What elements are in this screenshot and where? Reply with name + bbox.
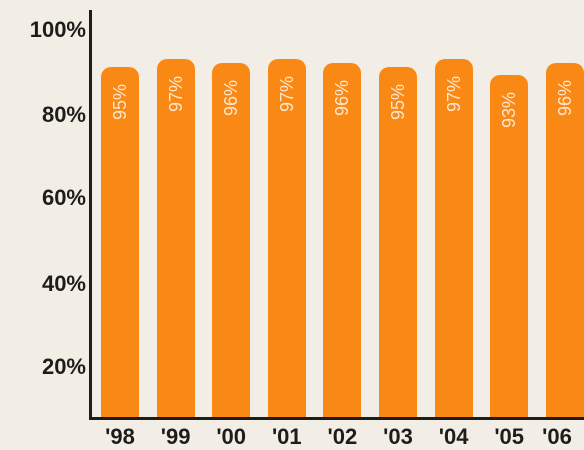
bar-value-label: 97% — [276, 75, 297, 112]
x-tick-label: '06 — [542, 424, 572, 449]
x-tick-label: '01 — [271, 424, 302, 449]
bar: 95% — [379, 66, 417, 417]
y-tick-label: 80% — [41, 102, 86, 127]
x-tick-label: '00 — [216, 424, 247, 449]
bar-value-label: 93% — [499, 91, 520, 128]
bar: 97% — [156, 58, 195, 417]
bar: 97% — [434, 58, 473, 417]
y-tick-label: 100% — [29, 17, 86, 42]
y-axis-line — [89, 10, 92, 420]
x-axis-line — [89, 417, 584, 420]
bar: 93% — [490, 74, 529, 417]
x-tick-label: '99 — [160, 424, 191, 449]
bar-value-label: 96% — [554, 79, 575, 116]
bar: 96% — [323, 62, 362, 417]
bar: 95% — [101, 66, 139, 417]
bar: 97% — [267, 58, 306, 417]
bar-value-label: 97% — [443, 75, 464, 112]
bar-value-label: 97% — [165, 75, 186, 112]
y-tick-label: 20% — [41, 354, 86, 379]
x-tick-label: '98 — [105, 424, 135, 449]
bar: 96% — [212, 62, 251, 417]
bar: 96% — [545, 62, 584, 417]
bar-value-label: 95% — [388, 83, 408, 120]
x-tick-label: '04 — [438, 424, 469, 449]
bar-value-label: 96% — [332, 79, 353, 116]
x-tick-label: '03 — [383, 424, 413, 449]
x-tick-label: '02 — [327, 424, 358, 449]
bar-value-label: 95% — [110, 83, 130, 120]
y-tick-label: 60% — [41, 185, 86, 210]
x-tick-label: '05 — [494, 424, 525, 449]
bar-value-label: 96% — [221, 79, 242, 116]
y-tick-label: 40% — [41, 271, 86, 296]
